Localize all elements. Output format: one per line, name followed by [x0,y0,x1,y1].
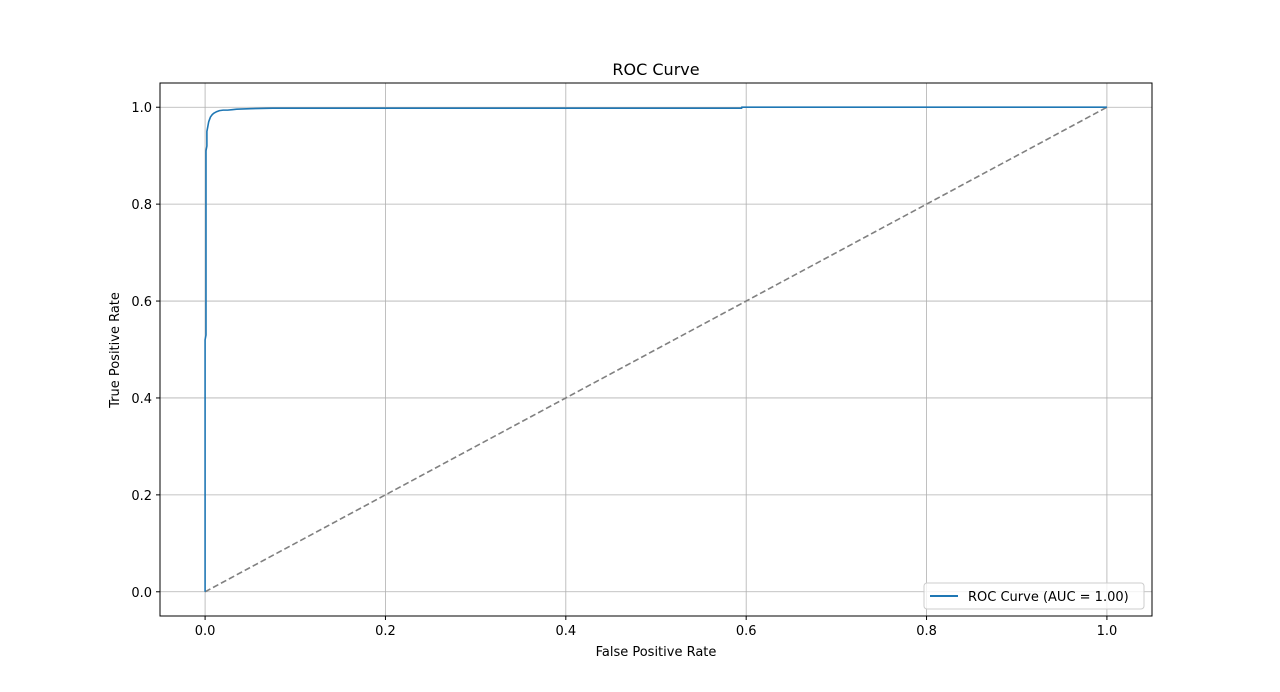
x-tick-label: 0.4 [555,624,576,639]
plot-area-series [204,106,1108,593]
y-tick-label: 0.0 [131,586,152,601]
y-tick-label: 1.0 [131,101,152,116]
legend-entry-label: ROC Curve (AUC = 1.00) [968,590,1129,605]
y-tick-label: 0.8 [131,198,152,213]
y-tick-label: 0.6 [131,295,152,310]
x-tick-label: 1.0 [1097,624,1118,639]
x-tick-label: 0.2 [375,624,396,639]
x-tick-label: 0.6 [736,624,757,639]
legend-box [923,582,1145,610]
x-axis-ticks: 0.0 0.2 0.4 0.6 0.8 1.0 [195,616,1118,639]
y-axis-ticks: 0.0 0.2 0.4 0.6 0.8 1.0 [131,101,160,601]
y-tick-label: 0.2 [131,489,152,504]
plot-area-frame [159,82,1153,617]
roc-curve-line [204,106,1107,592]
x-axis-label: False Positive Rate [596,645,717,660]
legend: ROC Curve (AUC = 1.00) [923,582,1145,610]
y-tick-label: 0.4 [131,392,152,407]
x-tick-label: 0.8 [916,624,937,639]
chart-title: ROC Curve [612,60,699,79]
random-classifier-line [204,106,1108,593]
y-axis-label: True Positive Rate [108,292,123,409]
grid-lines [160,83,1152,616]
x-tick-label: 0.0 [195,624,216,639]
